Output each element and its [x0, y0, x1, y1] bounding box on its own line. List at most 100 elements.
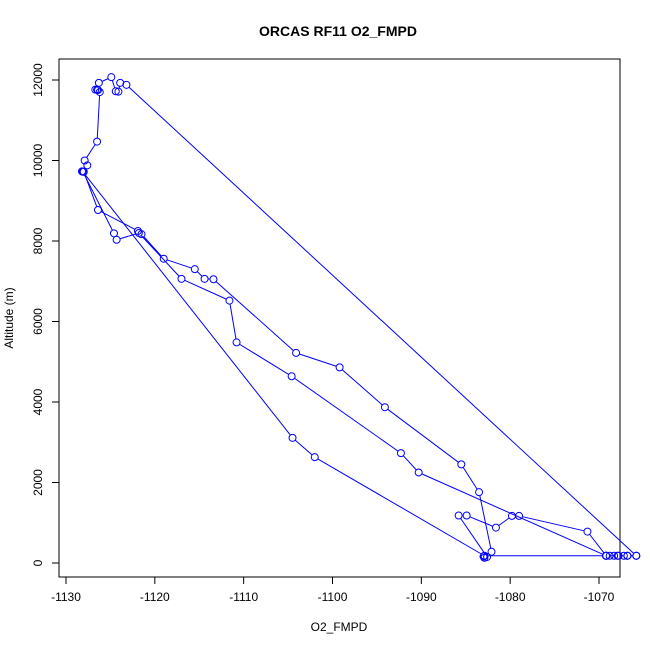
- series-line-segment: [140, 235, 180, 277]
- data-point: [94, 78, 103, 87]
- x-axis: -1130 -1120 -1110 -1100 -1090 -1080 -1070: [51, 576, 615, 604]
- series-line-segment: [111, 80, 116, 89]
- data-point: [122, 80, 131, 89]
- series-line-segment: [479, 495, 492, 549]
- data-point: [632, 551, 641, 560]
- x-tick-label: -1110: [229, 590, 258, 604]
- data-point: [225, 296, 234, 305]
- series-line-segment: [294, 377, 399, 452]
- series-line-segment: [84, 174, 113, 231]
- data-point: [93, 206, 102, 215]
- series-line-segment: [498, 517, 510, 526]
- data-point: [114, 87, 123, 96]
- series-line-segment: [229, 303, 237, 340]
- data-point: [80, 156, 89, 165]
- series-line-segment: [421, 473, 604, 555]
- data-point: [232, 338, 241, 347]
- series-line-segment: [184, 279, 227, 300]
- data-point: [159, 254, 168, 263]
- series-line-segment: [589, 534, 605, 554]
- data-point: [310, 453, 319, 462]
- chart-title: ORCAS RF11 O2_FMPD: [259, 23, 417, 39]
- data-point: [396, 449, 405, 458]
- series-line-segment: [84, 174, 291, 436]
- data-point: [190, 265, 199, 274]
- data-point: [209, 275, 218, 284]
- series-line-segment: [299, 353, 337, 367]
- series-line-segment: [86, 144, 96, 158]
- series-line-segment: [166, 259, 192, 269]
- x-tick-label: -1090: [406, 590, 437, 604]
- series-line-segment: [469, 516, 493, 527]
- data-point: [414, 468, 423, 477]
- y-tick-label: 2000: [31, 469, 45, 496]
- plot-frame: [58, 58, 621, 578]
- series-layer: [77, 73, 641, 562]
- y-tick-label: 12000: [31, 63, 45, 97]
- x-tick-label: -1070: [584, 590, 615, 604]
- data-point: [619, 551, 628, 560]
- series-line-segment: [239, 343, 289, 375]
- series-line-segment: [402, 455, 417, 471]
- y-tick-label: 10000: [31, 143, 45, 177]
- data-point: [78, 167, 87, 176]
- y-tick-label: 6000: [31, 308, 45, 335]
- data-point: [610, 551, 619, 560]
- y-tick-label: 4000: [31, 388, 45, 415]
- data-point: [491, 523, 500, 532]
- x-tick-label: -1100: [318, 590, 348, 604]
- data-point: [335, 363, 344, 372]
- data-point: [623, 551, 632, 560]
- y-tick-label: 8000: [31, 227, 45, 254]
- data-point: [507, 511, 516, 520]
- data-point: [475, 488, 484, 497]
- series-line-segment: [101, 78, 109, 82]
- series-line-segment: [462, 467, 478, 490]
- data-point: [177, 274, 186, 283]
- series-line-segment: [341, 369, 383, 406]
- data-point: [107, 73, 116, 82]
- data-point: [454, 511, 463, 520]
- series-line-segment: [143, 236, 162, 257]
- series-line-segment: [460, 518, 486, 555]
- data-point: [457, 460, 466, 469]
- data-point: [479, 552, 488, 561]
- data-point: [380, 403, 389, 412]
- data-point: [200, 274, 209, 283]
- data-point: [487, 547, 496, 556]
- series-line-segment: [215, 281, 294, 351]
- data-point: [93, 137, 102, 146]
- plot-area: [58, 58, 641, 578]
- data-point: [109, 229, 118, 238]
- series-line-segment: [96, 95, 101, 139]
- x-tick-label: -1120: [140, 590, 170, 604]
- series-line-segment: [522, 516, 585, 532]
- series-line-segment: [294, 439, 313, 456]
- data-point: [95, 88, 104, 97]
- data-point: [288, 433, 297, 442]
- data-point: [134, 228, 143, 237]
- series-line-segment: [196, 271, 203, 277]
- x-tick-label: -1080: [495, 590, 526, 604]
- series-line-segment: [387, 408, 459, 463]
- data-point: [480, 551, 489, 560]
- y-tick-label: 0: [31, 559, 45, 566]
- data-point: [462, 511, 471, 520]
- y-axis-label: Altitude (m): [2, 287, 16, 348]
- data-point: [83, 161, 92, 170]
- series-line-segment: [128, 86, 635, 554]
- data-point: [614, 551, 623, 560]
- x-axis-label: O2_FMPD: [311, 620, 368, 634]
- x-tick-label: -1130: [51, 590, 81, 604]
- data-point: [602, 551, 611, 560]
- data-point: [292, 348, 301, 357]
- data-point: [480, 553, 489, 562]
- data-point: [287, 372, 296, 381]
- data-point: [111, 87, 120, 96]
- data-point: [605, 551, 614, 560]
- series-line-segment: [100, 211, 136, 230]
- series-line-segment: [317, 458, 482, 555]
- y-axis: 0 2000 4000 6000 8000 10000 12000: [31, 63, 60, 566]
- data-point: [583, 527, 592, 536]
